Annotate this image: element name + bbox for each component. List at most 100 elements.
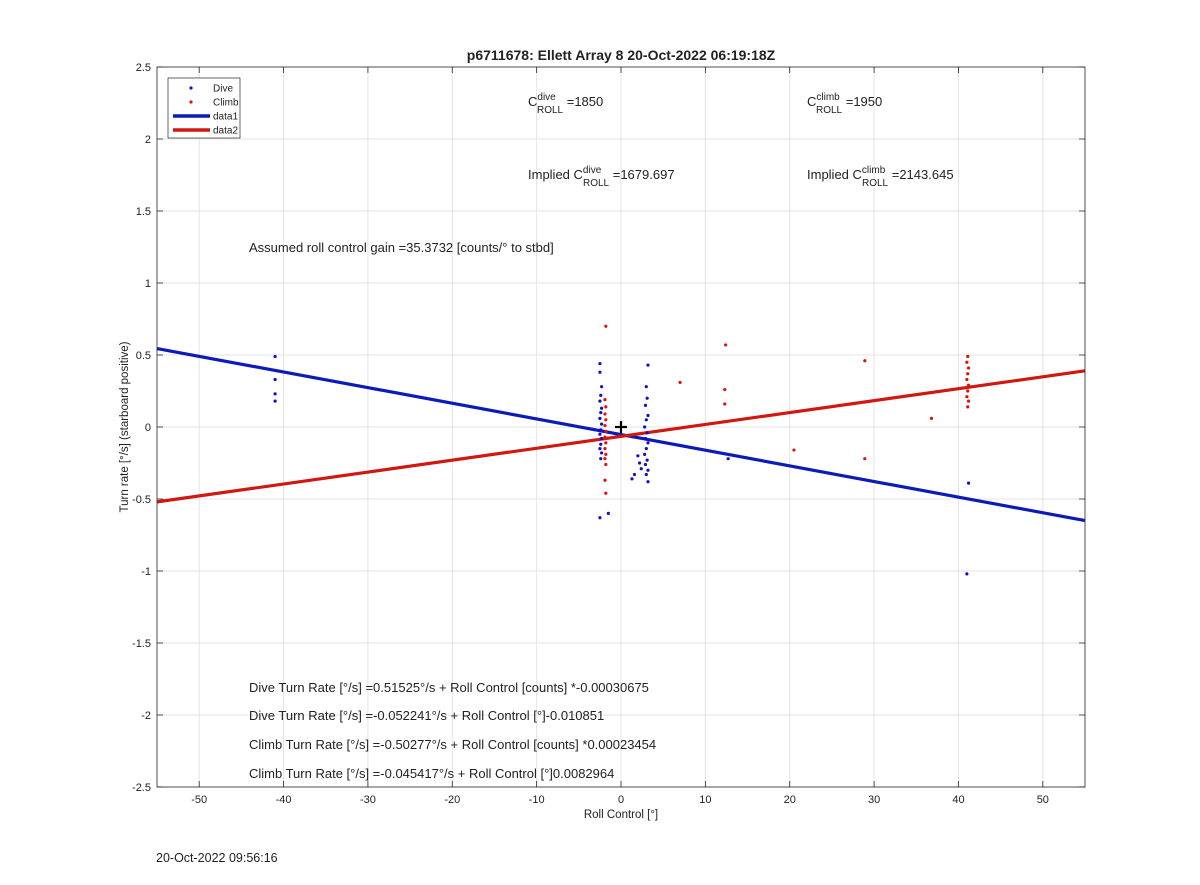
dive-degrees-equation: Dive Turn Rate [°/s] =-0.052241°/s + Rol… (249, 708, 604, 723)
dive-data-point (966, 481, 971, 485)
legend-dive-marker (189, 86, 193, 90)
dive-counts-equation: Dive Turn Rate [°/s] =0.51525°/s + Roll … (249, 680, 649, 695)
climb-data-point (603, 398, 607, 402)
c-climb-sub: ROLL (816, 105, 843, 116)
c-climb-base: C (807, 94, 816, 109)
climb-data-point (966, 372, 970, 376)
climb-data-point (604, 418, 608, 422)
implied-climb-sub: ROLL (862, 178, 889, 189)
climb-data-point (966, 399, 971, 403)
chart-title: p6711678: Ellett Array 8 20-Oct-2022 06:… (467, 47, 776, 63)
legend-climb-label: Climb (213, 98, 239, 109)
y-tick-label: -1.5 (132, 638, 151, 650)
y-tick-label: 2.5 (136, 62, 151, 74)
dive-data-point (636, 454, 640, 458)
climb-data-point (604, 405, 608, 409)
implied-c-roll-climb-annotation: Implied Cclimb ROLL =2143.645 (807, 165, 954, 189)
dive-data-point (643, 425, 647, 429)
dive-data-point (598, 416, 602, 420)
dive-data-point (273, 354, 277, 359)
implied-dive-prefix: Implied (528, 167, 574, 182)
climb-degrees-equation: Climb Turn Rate [°/s] =-0.045417°/s + Ro… (249, 766, 614, 781)
climb-data-point (603, 423, 607, 428)
fit-line-data1 (156, 346, 1086, 523)
y-tick-label: -0.5 (132, 494, 151, 506)
x-tick-label: -40 (276, 794, 292, 806)
dive-data-point (644, 385, 648, 389)
dive-data-point (273, 392, 277, 396)
dive-data-point (646, 441, 650, 445)
fit-line-data2 (156, 369, 1086, 504)
implied-dive-sup: dive (583, 165, 602, 176)
x-tick-label: 10 (699, 794, 711, 806)
implied-climb-base: C (853, 167, 862, 182)
dive-data-point (646, 413, 650, 418)
x-tick-label: -10 (529, 794, 545, 806)
climb-data-point (603, 447, 607, 451)
implied-dive-sub: ROLL (583, 178, 610, 189)
dive-data-point (644, 418, 648, 422)
climb-data-point (603, 478, 607, 482)
x-tick-label: -30 (360, 794, 376, 806)
climb-data-point (604, 462, 608, 467)
dive-data-point (599, 428, 603, 432)
dive-data-point (599, 457, 603, 461)
y-axis-label: Turn rate [°/s] (starboard positive) (119, 341, 131, 512)
dive-data-point (599, 422, 604, 426)
dive-data-point (645, 458, 649, 462)
dive-data-point (599, 436, 604, 441)
dive-data-point (598, 362, 602, 366)
dive-data-point (644, 447, 648, 451)
implied-climb-value: =2143.645 (888, 167, 953, 182)
climb-data-point (863, 359, 867, 363)
climb-data-point (966, 405, 970, 409)
dive-data-point (646, 363, 650, 367)
legend-data1-label: data1 (213, 112, 238, 123)
climb-data-point (603, 435, 607, 439)
y-tick-label: -2 (141, 710, 151, 722)
footer-timestamp: 20-Oct-2022 09:56:16 (156, 851, 278, 865)
climb-data-point (604, 491, 608, 495)
climb-data-point (603, 457, 607, 461)
dive-data-point (630, 477, 634, 481)
climb-data-point (604, 324, 608, 328)
implied-c-roll-dive-annotation: Implied Cdive ROLL =1679.697 (528, 165, 675, 189)
x-axis-label: Roll Control [°] (584, 809, 658, 821)
dive-data-point (646, 468, 650, 472)
x-tick-label: 40 (952, 794, 964, 806)
climb-data-point (604, 429, 608, 433)
dive-data-point (606, 511, 610, 515)
dive-data-point (598, 432, 602, 436)
dive-data-point (599, 451, 604, 455)
climb-counts-equation: Climb Turn Rate [°/s] =-0.50277°/s + Rol… (249, 737, 656, 752)
dive-data-point (273, 377, 277, 382)
dive-data-point (637, 461, 642, 465)
c-dive-sub: ROLL (537, 105, 564, 116)
climb-data-point (723, 387, 727, 392)
implied-climb-prefix: Implied (807, 167, 853, 182)
x-tick-label: -20 (444, 794, 460, 806)
climb-data-point (603, 412, 607, 416)
dive-data-point (598, 399, 602, 403)
climb-data-point (604, 441, 608, 445)
climb-data-point (966, 366, 971, 370)
legend-box (167, 77, 241, 139)
x-tick-label: 50 (1037, 794, 1049, 806)
dive-data-point (598, 370, 602, 374)
c-climb-value: =1950 (842, 94, 882, 109)
y-tick-label: 0.5 (136, 350, 151, 362)
y-tick-label: 0 (145, 422, 151, 434)
x-tick-label: 0 (618, 794, 624, 806)
climb-data-point (929, 416, 934, 420)
climb-data-point (965, 395, 969, 399)
series-layer (156, 324, 1086, 576)
climb-data-point (792, 448, 796, 452)
x-tick-label: 30 (868, 794, 880, 806)
c-dive-base: C (528, 94, 537, 109)
climb-data-point (966, 354, 970, 359)
dive-data-point (599, 411, 603, 415)
dive-data-point (639, 467, 643, 471)
climb-data-point (678, 380, 682, 384)
legend-data2-label: data2 (213, 126, 238, 137)
